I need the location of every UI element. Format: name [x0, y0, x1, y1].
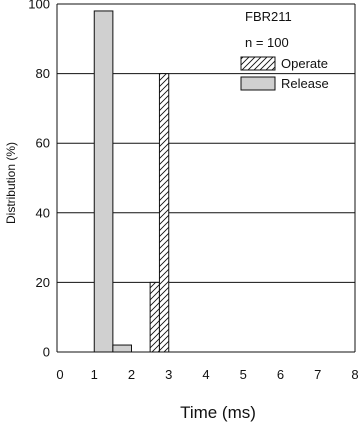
chart-subtitle: n = 100	[245, 35, 289, 50]
legend: FBR211 n = 100 Operate Release	[240, 9, 329, 91]
x-tick-label-5: 5	[240, 367, 247, 382]
x-tick-label-7: 7	[314, 367, 321, 382]
bar-release-1	[112, 344, 132, 353]
x-tick-label-3: 3	[165, 367, 172, 382]
x-tick-label-2: 2	[128, 367, 135, 382]
x-tick-label-8: 8	[351, 367, 358, 382]
axes	[56, 4, 356, 353]
legend-swatch-operate	[240, 56, 276, 71]
y-tick-label-60: 60	[36, 136, 50, 151]
x-tick-label-4: 4	[202, 367, 209, 382]
y-tick-label-40: 40	[36, 205, 50, 220]
x-axis-title: Time (ms)	[180, 403, 256, 422]
bar-release-0	[93, 10, 114, 353]
bars	[93, 10, 170, 353]
tick-labels: 0 20 40 60 80 100 0 1 2 3 4 5 6 7 8	[28, 0, 358, 382]
legend-label-release: Release	[281, 76, 329, 91]
legend-label-operate: Operate	[281, 56, 328, 71]
legend-swatch-release	[240, 76, 276, 91]
y-tick-label-20: 20	[36, 275, 50, 290]
x-tick-label-6: 6	[277, 367, 284, 382]
x-tick-label-1: 1	[91, 367, 98, 382]
bar-operate-1	[158, 73, 170, 353]
y-tick-label-0: 0	[43, 345, 50, 360]
chart-title: FBR211	[245, 9, 292, 24]
bar-operate-0	[149, 281, 160, 353]
x-tick-label-0: 0	[56, 367, 63, 382]
y-tick-label-100: 100	[28, 0, 50, 12]
y-axis-title: Distribution (%)	[4, 142, 18, 224]
y-tick-label-80: 80	[36, 66, 50, 81]
